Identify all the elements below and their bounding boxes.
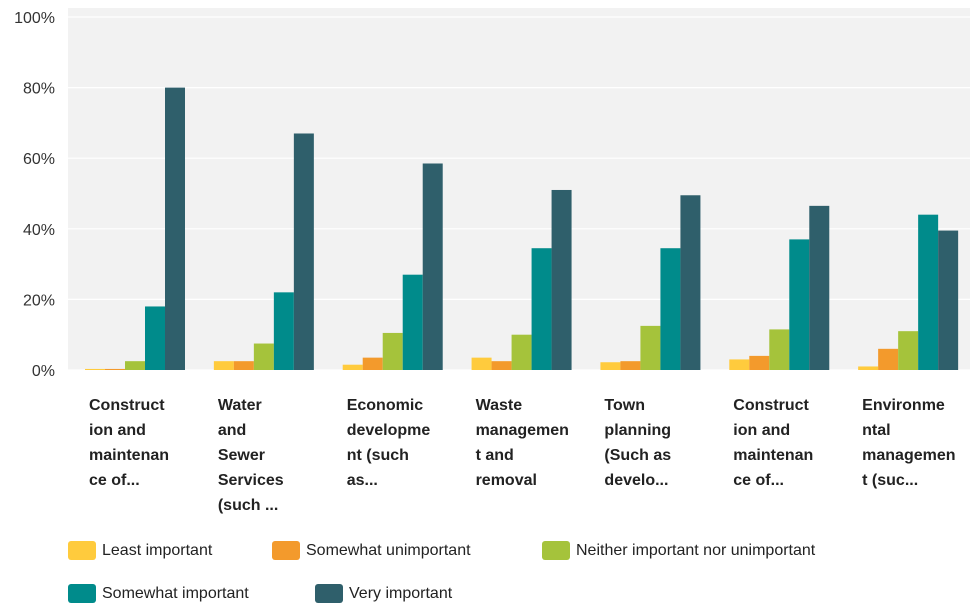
legend-item-very-important: Very important bbox=[315, 584, 452, 603]
x-category-label: Waste managemen t and removal bbox=[475, 397, 569, 489]
legend-label: Somewhat important bbox=[102, 584, 249, 602]
bar bbox=[253, 343, 274, 370]
bar bbox=[85, 368, 105, 370]
bar bbox=[938, 230, 959, 370]
bar bbox=[233, 361, 254, 370]
bar bbox=[640, 325, 661, 370]
y-tick-label: 20% bbox=[23, 292, 55, 309]
y-tick-label: 0% bbox=[32, 363, 55, 380]
legend-item-somewhat-important: Somewhat important bbox=[68, 584, 315, 603]
bar bbox=[898, 331, 919, 370]
bar bbox=[531, 248, 552, 370]
legend-label: Somewhat unimportant bbox=[306, 541, 471, 559]
bar bbox=[362, 357, 383, 370]
legend-swatch bbox=[68, 584, 96, 603]
x-category-label: Water and Sewer Services (such ... bbox=[217, 397, 284, 514]
legend-row-2: Somewhat important Very important bbox=[68, 584, 452, 603]
bar bbox=[105, 368, 125, 370]
x-category-label: Construct ion and maintenan ce of... bbox=[89, 397, 170, 489]
bar bbox=[600, 362, 621, 370]
y-tick-label: 60% bbox=[23, 151, 55, 168]
x-category-label: Town planning (Such as develo... bbox=[604, 397, 672, 489]
legend-label: Least important bbox=[102, 541, 213, 559]
bar bbox=[471, 357, 492, 370]
bar bbox=[125, 361, 145, 370]
legend-item-neither: Neither important nor unimportant bbox=[542, 541, 815, 560]
legend-swatch bbox=[315, 584, 343, 603]
bar bbox=[660, 248, 681, 370]
bar bbox=[422, 163, 443, 370]
legend-label: Neither important nor unimportant bbox=[576, 541, 816, 559]
bar bbox=[680, 195, 701, 370]
y-axis-ticks: 0% 20% 40% 60% 80% 100% bbox=[14, 10, 55, 380]
bar bbox=[769, 329, 790, 370]
bar bbox=[878, 348, 899, 370]
bar bbox=[382, 332, 403, 370]
legend-row-1: Least important Somewhat unimportant Nei… bbox=[68, 541, 815, 560]
bars bbox=[85, 87, 959, 370]
bar bbox=[789, 239, 810, 370]
bar bbox=[620, 361, 641, 370]
bar bbox=[213, 361, 234, 370]
legend-swatch bbox=[542, 541, 570, 560]
bar bbox=[293, 133, 314, 370]
bar bbox=[402, 274, 423, 370]
plot-background bbox=[68, 8, 970, 370]
legend-item-least-important: Least important bbox=[68, 541, 272, 560]
bar bbox=[491, 361, 512, 370]
bar bbox=[809, 205, 830, 370]
bar bbox=[918, 214, 939, 370]
y-tick-label: 40% bbox=[23, 222, 55, 239]
x-category-label: Economic developme nt (such as... bbox=[346, 397, 431, 489]
bar bbox=[511, 334, 532, 370]
x-category-label: Environme ntal managemen t (suc... bbox=[862, 397, 956, 489]
bar bbox=[342, 364, 363, 370]
y-tick-label: 100% bbox=[14, 10, 55, 27]
y-tick-label: 80% bbox=[23, 81, 55, 98]
legend-swatch bbox=[272, 541, 300, 560]
bar bbox=[273, 292, 294, 370]
legend-label: Very important bbox=[349, 584, 453, 602]
bar bbox=[858, 366, 879, 370]
bar-chart: 0% 20% 40% 60% 80% 100% bbox=[14, 8, 970, 380]
bar bbox=[749, 355, 770, 370]
bar bbox=[145, 306, 165, 370]
legend-item-somewhat-unimportant: Somewhat unimportant bbox=[272, 541, 542, 560]
legend-swatch bbox=[68, 541, 96, 560]
x-category-label: Construct ion and maintenan ce of... bbox=[733, 397, 814, 489]
bar bbox=[551, 189, 572, 370]
bar bbox=[165, 87, 185, 370]
bar bbox=[729, 359, 750, 370]
